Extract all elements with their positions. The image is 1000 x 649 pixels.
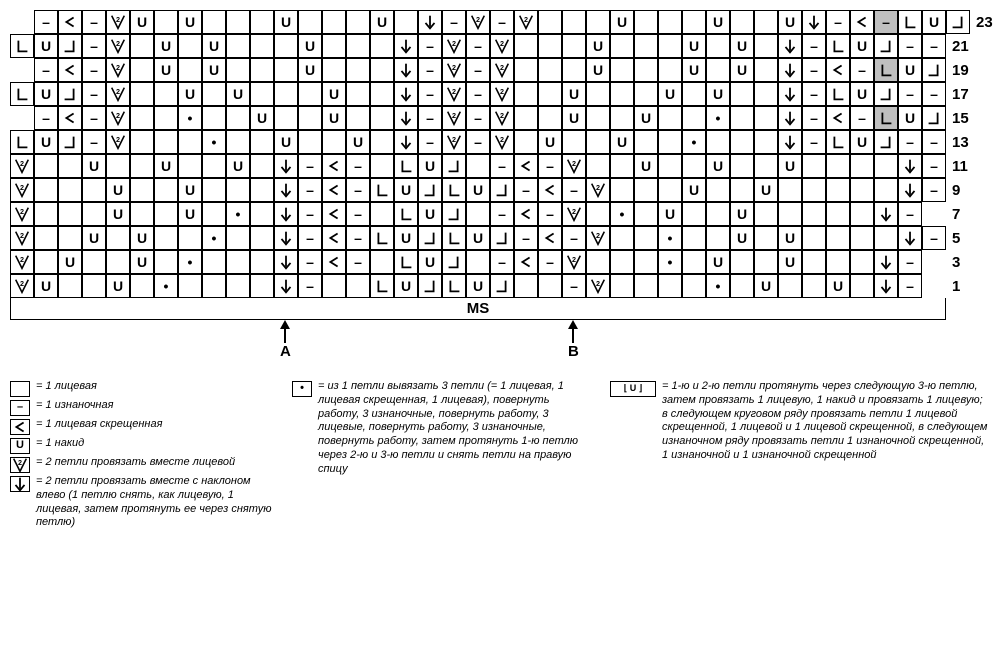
legend-symbol bbox=[10, 381, 30, 397]
svg-text:2: 2 bbox=[596, 279, 600, 288]
legend-text: = из 1 петли вывязать 3 петли (= 1 лицев… bbox=[318, 380, 592, 476]
legend-item: = 2 петли провязать вместе с наклоном вл… bbox=[10, 475, 274, 530]
row-number: 19 bbox=[946, 62, 980, 79]
chart-row: 2UU•––U––2•UU–3 bbox=[10, 250, 1000, 274]
chart-row: ––2UUUU–2–2UUU––U23 bbox=[10, 10, 1000, 34]
row-number: 23 bbox=[970, 14, 1000, 31]
chart-row: 2UU––UU––2UU–9 bbox=[10, 178, 1000, 202]
row-number: 11 bbox=[946, 158, 980, 175]
svg-text:2: 2 bbox=[572, 207, 576, 216]
svg-text:2: 2 bbox=[20, 183, 24, 192]
svg-text:2: 2 bbox=[572, 159, 576, 168]
row-number: 9 bbox=[946, 182, 980, 199]
svg-text:2: 2 bbox=[20, 207, 24, 216]
legend-text: = 1 лицевая скрещенная bbox=[36, 418, 162, 432]
legend-text: = 1 накид bbox=[36, 437, 84, 451]
chart-row: 2UU•–UU–2•UU–1 bbox=[10, 274, 1000, 298]
svg-text:2: 2 bbox=[476, 15, 480, 24]
legend: = 1 лицевая–= 1 изнаночная= 1 лицевая ск… bbox=[10, 380, 990, 532]
legend-col-3: ⌊ U ⌋ = 1-ю и 2-ю петли протянуть через с… bbox=[610, 380, 990, 532]
chart-row: ––2•UU–2–2UU•––U15 bbox=[10, 106, 1000, 130]
legend-item: –= 1 изнаночная bbox=[10, 399, 274, 416]
row-number: 21 bbox=[946, 38, 980, 55]
legend-col-2: • = из 1 петли вывязать 3 петли (= 1 лице… bbox=[292, 380, 592, 532]
svg-text:2: 2 bbox=[500, 111, 504, 120]
legend-item: 2 = 2 петли провязать вместе лицевой bbox=[10, 456, 274, 473]
row-number: 15 bbox=[946, 110, 980, 127]
ms-bar: MS bbox=[10, 298, 946, 320]
legend-symbol: – bbox=[10, 400, 30, 416]
legend-item: • = из 1 петли вывязать 3 петли (= 1 лице… bbox=[292, 380, 592, 476]
row-number: 13 bbox=[946, 134, 980, 151]
svg-text:2: 2 bbox=[596, 231, 600, 240]
legend-text: = 1-ю и 2-ю петли протянуть через следую… bbox=[662, 380, 990, 463]
svg-text:2: 2 bbox=[116, 63, 120, 72]
marker-B: B bbox=[568, 320, 579, 360]
knitting-chart: ––2UUUU–2–2UUU––U23U–2UUU–2–2UUU–U––21––… bbox=[10, 10, 990, 360]
legend-item: U = 1 накид bbox=[10, 437, 274, 454]
svg-text:2: 2 bbox=[20, 255, 24, 264]
svg-text:2: 2 bbox=[500, 63, 504, 72]
legend-item: = 1 лицевая bbox=[10, 380, 274, 397]
svg-text:2: 2 bbox=[572, 255, 576, 264]
svg-text:2: 2 bbox=[18, 458, 22, 467]
legend-item: = 1 лицевая скрещенная bbox=[10, 418, 274, 435]
svg-text:2: 2 bbox=[20, 159, 24, 168]
svg-text:2: 2 bbox=[116, 39, 120, 48]
legend-symbol: U bbox=[10, 438, 30, 454]
svg-text:2: 2 bbox=[452, 63, 456, 72]
svg-text:2: 2 bbox=[116, 135, 120, 144]
row-number: 7 bbox=[946, 206, 980, 223]
row-number: 3 bbox=[946, 254, 980, 271]
chart-row: 2UUU––U––2UUU–11 bbox=[10, 154, 1000, 178]
legend-symbol bbox=[10, 419, 30, 435]
row-number: 5 bbox=[946, 230, 980, 247]
svg-text:2: 2 bbox=[524, 15, 528, 24]
chart-row: U–2UUU–2–2UUU–U––21 bbox=[10, 34, 1000, 58]
legend-symbol: ⌊ U ⌋ bbox=[610, 381, 656, 397]
legend-symbol: 2 bbox=[10, 457, 30, 473]
svg-text:2: 2 bbox=[500, 87, 504, 96]
svg-text:2: 2 bbox=[500, 39, 504, 48]
marker-row: AB bbox=[10, 320, 946, 360]
svg-text:2: 2 bbox=[116, 87, 120, 96]
row-number: 17 bbox=[946, 86, 980, 103]
legend-col-1: = 1 лицевая–= 1 изнаночная= 1 лицевая ск… bbox=[10, 380, 274, 532]
row-number: 1 bbox=[946, 278, 980, 295]
chart-row: ––2UUU–2–2UUU––U19 bbox=[10, 58, 1000, 82]
svg-text:2: 2 bbox=[500, 135, 504, 144]
chart-row: 2UU•––U––2•UU–7 bbox=[10, 202, 1000, 226]
svg-text:2: 2 bbox=[452, 87, 456, 96]
chart-row: U–2UUU–2–2UUU–U––17 bbox=[10, 82, 1000, 106]
svg-text:2: 2 bbox=[452, 135, 456, 144]
svg-text:2: 2 bbox=[20, 279, 24, 288]
chart-grid: ––2UUUU–2–2UUU––U23U–2UUU–2–2UUU–U––21––… bbox=[10, 10, 1000, 298]
svg-text:2: 2 bbox=[452, 111, 456, 120]
svg-text:2: 2 bbox=[20, 231, 24, 240]
chart-row: 2UU•––UU––2•UU–5 bbox=[10, 226, 1000, 250]
legend-symbol bbox=[10, 476, 30, 492]
ms-bar-row: MS bbox=[10, 298, 946, 320]
legend-symbol: • bbox=[292, 381, 312, 397]
svg-text:2: 2 bbox=[116, 15, 120, 24]
svg-text:2: 2 bbox=[596, 183, 600, 192]
legend-item: ⌊ U ⌋ = 1-ю и 2-ю петли протянуть через с… bbox=[610, 380, 990, 463]
legend-text: = 2 петли провязать вместе лицевой bbox=[36, 456, 235, 470]
chart-row: U–2•UU–2–2UU•–U––13 bbox=[10, 130, 1000, 154]
legend-text: = 1 лицевая bbox=[36, 380, 97, 394]
svg-text:2: 2 bbox=[452, 39, 456, 48]
svg-text:2: 2 bbox=[116, 111, 120, 120]
legend-text: = 2 петли провязать вместе с наклоном вл… bbox=[36, 475, 274, 530]
marker-A: A bbox=[280, 320, 291, 360]
legend-text: = 1 изнаночная bbox=[36, 399, 113, 413]
